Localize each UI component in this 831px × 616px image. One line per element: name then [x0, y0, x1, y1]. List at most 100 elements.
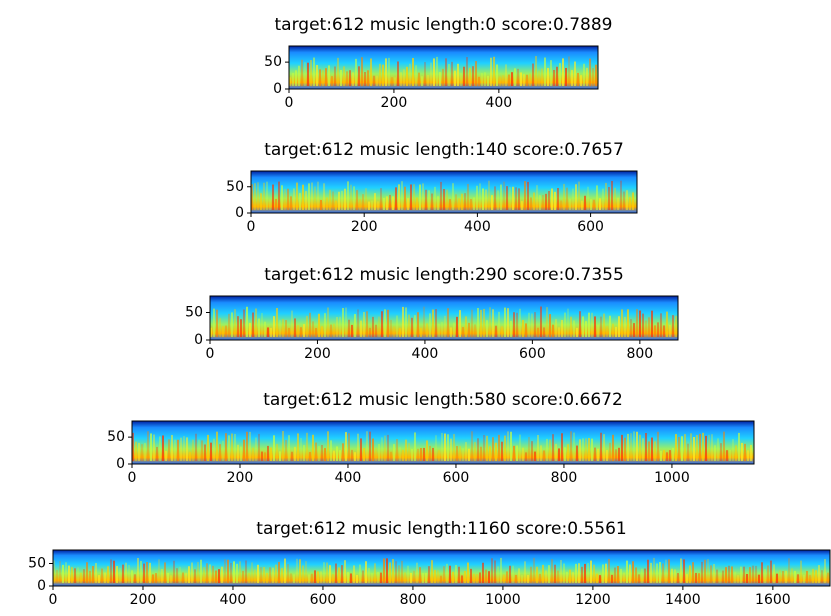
plot-frame — [209, 295, 679, 341]
spectrogram-stripe — [53, 560, 55, 583]
spectrogram-stripe — [71, 567, 73, 583]
spectrogram-stripe — [578, 181, 580, 210]
spectrogram-stripe — [278, 561, 280, 583]
spectrogram-stripe — [439, 72, 441, 86]
spectrogram-stripe — [701, 561, 703, 583]
x-tick-label: 0 — [285, 95, 294, 111]
spectrogram-stripe — [617, 197, 619, 210]
spectrogram-stripe — [215, 570, 217, 583]
spectrogram-stripe — [599, 575, 601, 583]
spectrogram-stripe — [508, 74, 510, 86]
spectrogram-stripe — [263, 566, 265, 583]
spectrogram-stripe — [735, 445, 737, 461]
spectrogram-stripe — [541, 68, 543, 86]
spectrogram-stripe — [276, 443, 278, 461]
spectrogram-stripe — [306, 315, 308, 337]
spectrogram-stripe — [185, 573, 187, 583]
spectrogram-stripe — [135, 441, 137, 461]
spectrogram-stripe — [295, 70, 297, 86]
spectrogram-stripe — [485, 569, 487, 583]
spectrogram-stripe — [276, 308, 278, 337]
spectrogram-stripe — [242, 570, 244, 583]
spectrogram-stripe — [591, 312, 593, 337]
spectrogram-stripe — [489, 307, 491, 337]
spectrogram-stripe — [355, 58, 357, 86]
spectrogram-stripe — [738, 432, 740, 461]
spectrogram-stripe — [530, 566, 532, 583]
spectrogram-stripe — [585, 438, 587, 461]
spectrogram-stripe — [227, 559, 229, 583]
spectrogram-stripe — [234, 309, 236, 337]
spectrogram-stripe — [479, 572, 481, 583]
spectrogram-stripe — [467, 562, 469, 583]
x-tick-label: 400 — [485, 95, 512, 111]
spectrogram-stripe — [453, 434, 455, 461]
spectrogram-stripe — [536, 185, 538, 210]
spectrogram-stripe — [518, 568, 520, 583]
spectrogram-stripe — [225, 325, 227, 337]
spectrogram-stripe — [446, 189, 448, 210]
spectrogram-stripe — [333, 450, 335, 461]
plot-frame — [52, 549, 831, 587]
spectrogram-stripe — [341, 190, 343, 210]
spectrogram-stripe — [296, 182, 298, 210]
spectrogram-stripe — [315, 442, 317, 461]
spectrogram-stripe — [600, 316, 602, 337]
spectrogram-stripe — [459, 310, 461, 337]
spectrogram-stripe — [535, 56, 537, 86]
spectrogram-stripe — [254, 183, 256, 210]
spectrogram-stripe — [821, 570, 823, 583]
spectrogram-stripe — [734, 571, 736, 583]
spectrogram-stripe — [605, 563, 607, 583]
spectrogram-stripe — [576, 327, 578, 337]
spectrogram-stripe — [425, 189, 427, 210]
spectrogram-stripe — [501, 326, 503, 337]
spectrogram-stripe — [518, 188, 520, 210]
spectrogram-stripe — [86, 562, 88, 583]
spectrogram-stripe — [660, 313, 662, 337]
spectrogram-stripe — [411, 317, 413, 337]
spectrogram-stripe — [511, 72, 513, 86]
spectrogram-stripe — [408, 314, 410, 337]
spectrogram-stripe — [318, 446, 320, 461]
spectrogram-stripe — [579, 439, 581, 461]
spectrogram-stripe — [498, 311, 500, 337]
spectrogram-stripe — [717, 438, 719, 461]
spectrogram-stripe — [746, 574, 748, 583]
spectrogram-stripe — [251, 562, 253, 583]
spectrogram-stripe — [182, 572, 184, 583]
spectrogram-stripe — [744, 443, 746, 461]
spectrogram-stripe — [548, 565, 550, 583]
spectrogram-stripe — [243, 439, 245, 461]
spectrogram-stripe — [191, 562, 193, 583]
spectrogram-stripe — [782, 571, 784, 583]
spectrogram-stripe — [150, 433, 152, 461]
x-tick-label: 1600 — [755, 592, 791, 608]
spectrogram-stripe — [270, 447, 272, 461]
spectrogram-stripe — [587, 186, 589, 210]
spectrogram-stripe — [294, 446, 296, 461]
spectrogram-stripe — [741, 442, 743, 461]
spectrogram-stripe — [432, 447, 434, 461]
spectrogram-stripe — [335, 563, 337, 583]
spectrogram-stripe — [674, 569, 676, 583]
spectrogram-stripe — [651, 437, 653, 461]
spectrogram-stripe — [487, 75, 489, 86]
spectrogram-stripe — [445, 58, 447, 86]
spectrogram-stripe — [384, 435, 386, 461]
spectrogram-stripe — [348, 319, 350, 337]
spectrogram-stripe — [539, 195, 541, 210]
x-tick-label: 0 — [49, 592, 58, 608]
spectrogram-stripe — [540, 445, 542, 461]
spectrogram-stripe — [695, 572, 697, 583]
spectrogram-stripe — [331, 76, 333, 86]
spectrogram-stripe — [417, 448, 419, 461]
spectrogram-stripe — [699, 433, 701, 461]
spectrogram-stripe — [566, 571, 568, 583]
spectrogram-stripe — [608, 186, 610, 210]
spectrogram-stripe — [345, 307, 347, 337]
spectrogram-stripe — [327, 307, 329, 337]
spectrogram-stripe — [675, 315, 677, 337]
x-tick-label: 600 — [310, 592, 337, 608]
spectrogram-stripe — [435, 435, 437, 461]
